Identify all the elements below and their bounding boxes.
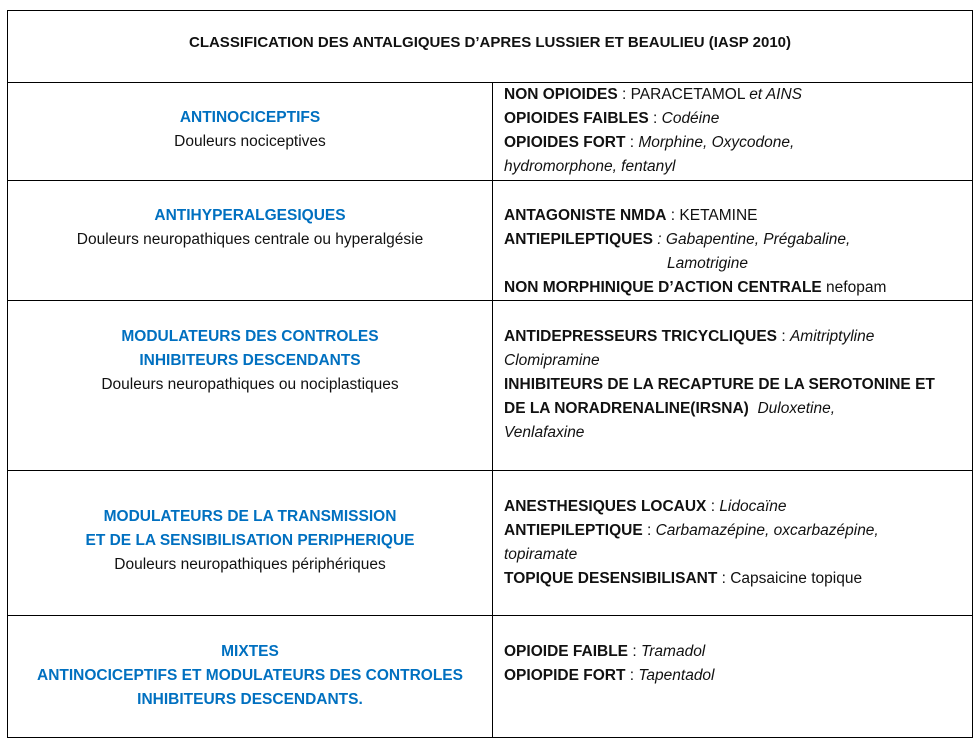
category-label: MODULATEURS DE LA TRANSMISSION (103, 508, 397, 525)
category-label: MODULATEURS DES CONTROLES (121, 328, 379, 345)
drug-name: nefopam (821, 279, 887, 296)
drug-name: : (777, 328, 790, 345)
drug-name: : KETAMINE (666, 207, 758, 224)
drug-name: : (642, 522, 656, 539)
drug-name: Tapentadol (638, 667, 715, 684)
table-border (7, 470, 973, 471)
drug-class: INHIBITEURS DE LA RECAPTURE DE LA SEROTO… (504, 376, 935, 393)
table-border (7, 615, 973, 616)
drug-name: : (706, 498, 720, 515)
category-label: ANTIHYPERALGESIQUES (154, 207, 346, 224)
drug-name: Morphine, Oxycodone, (638, 134, 795, 151)
drug-line: Venlafaxine (504, 421, 584, 445)
drug-class: OPIOIDES FORT (504, 134, 626, 151)
drug-name: Lamotrigine (667, 255, 748, 272)
drug-name: Carbamazépine, oxcarbazépine, (655, 522, 879, 539)
drug-name: Venlafaxine (504, 424, 585, 441)
drug-line: topiramate (504, 543, 577, 567)
drug-class: ANTAGONISTE NMDA (504, 207, 667, 224)
drug-line: hydromorphone, fentanyl (504, 155, 675, 179)
drug-line: OPIOIDES FORT : Morphine, Oxycodone, (504, 131, 794, 155)
drug-name: : PARACETAMOL (617, 86, 750, 103)
drug-line: ANESTHESIQUES LOCAUX : Lidocaïne (504, 495, 787, 519)
drug-class: ANTIDEPRESSEURS TRICYCLIQUES (504, 328, 778, 345)
drug-class: OPIOPIDE FORT (504, 667, 626, 684)
category-label: ANTINOCICEPTIFS (179, 109, 321, 126)
drug-name: Tramadol (640, 643, 706, 660)
category-description: Douleurs neuropathiques ou nociplastique… (101, 376, 399, 393)
drug-class: ANESTHESIQUES LOCAUX (504, 498, 707, 515)
drug-class: OPIOIDE FAIBLE (504, 643, 629, 660)
drug-line: ANTAGONISTE NMDA : KETAMINE (504, 204, 757, 228)
drug-line: Lamotrigine (667, 252, 748, 276)
category-label: INHIBITEURS DESCENDANTS. (137, 691, 363, 708)
drug-name: Duloxetine, (748, 400, 836, 417)
drug-class: ANTIEPILEPTIQUE (504, 522, 643, 539)
table-border (7, 180, 973, 181)
drug-line: OPIOPIDE FORT : Tapentadol (504, 664, 715, 688)
drug-line: ANTIDEPRESSEURS TRICYCLIQUES : Amitripty… (504, 325, 874, 349)
drug-name: Amitriptyline (789, 328, 875, 345)
drug-class: TOPIQUE DESENSIBILISANT (504, 570, 718, 587)
category-label: MIXTES (221, 643, 279, 660)
table-title: CLASSIFICATION DES ANTALGIQUES D’APRES L… (188, 34, 792, 51)
table-border (492, 82, 493, 737)
table-border (7, 10, 973, 11)
drug-name: : (628, 643, 641, 660)
category-description: Douleurs neuropathiques périphériques (114, 556, 386, 573)
drug-line: OPIOIDE FAIBLE : Tramadol (504, 640, 705, 664)
drug-name: : (625, 134, 639, 151)
drug-line: TOPIQUE DESENSIBILISANT : Capsaicine top… (504, 567, 862, 591)
table-border (7, 737, 973, 738)
drug-name: Codéine (661, 110, 720, 127)
drug-line: Clomipramine (504, 349, 600, 373)
drug-name: Clomipramine (504, 352, 600, 369)
drug-class: ANTIEPILEPTIQUES (504, 231, 653, 248)
drug-class: NON OPIOIDES (504, 86, 618, 103)
drug-line: DE LA NORADRENALINE(IRSNA) Duloxetine, (504, 397, 835, 421)
drug-line: INHIBITEURS DE LA RECAPTURE DE LA SEROTO… (504, 373, 935, 397)
drug-line: NON OPIOIDES : PARACETAMOL et AINS (504, 83, 802, 107)
drug-name: Lidocaïne (719, 498, 787, 515)
category-label: INHIBITEURS DESCENDANTS (139, 352, 361, 369)
table-border (7, 300, 973, 301)
category-label: ET DE LA SENSIBILISATION PERIPHERIQUE (85, 532, 415, 549)
drug-class: NON MORPHINIQUE D’ACTION CENTRALE (504, 279, 822, 296)
table-border (972, 10, 973, 737)
drug-name: : Capsaicine topique (717, 570, 863, 587)
drug-line: ANTIEPILEPTIQUES : Gabapentine, Prégabal… (504, 228, 850, 252)
drug-name: : (625, 667, 639, 684)
drug-name: et AINS (749, 86, 803, 103)
table-border (7, 82, 973, 83)
drug-line: NON MORPHINIQUE D’ACTION CENTRALE nefopa… (504, 276, 886, 300)
category-description: Douleurs neuropathiques centrale ou hype… (76, 231, 424, 248)
drug-class: DE LA NORADRENALINE(IRSNA) (504, 400, 749, 417)
table-border (7, 10, 8, 737)
drug-line: OPIOIDES FAIBLES : Codéine (504, 107, 719, 131)
drug-name: topiramate (504, 546, 578, 563)
drug-name: : Gabapentine, Prégabaline, (653, 231, 851, 248)
drug-class: OPIOIDES FAIBLES (504, 110, 649, 127)
category-label: ANTINOCICEPTIFS ET MODULATEURS DES CONTR… (37, 667, 463, 684)
drug-name: : (648, 110, 662, 127)
drug-line: ANTIEPILEPTIQUE : Carbamazépine, oxcarba… (504, 519, 879, 543)
drug-name: hydromorphone, fentanyl (504, 158, 676, 175)
category-description: Douleurs nociceptives (174, 133, 326, 150)
